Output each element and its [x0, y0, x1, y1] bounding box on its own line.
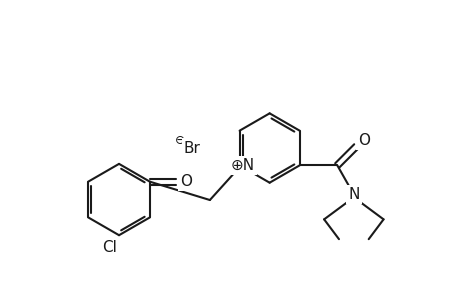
Text: N: N	[347, 187, 359, 202]
Text: O: O	[357, 133, 369, 148]
Text: ⊕N: ⊕N	[230, 158, 254, 173]
Text: ⊖: ⊖	[175, 134, 185, 147]
Text: Br: Br	[184, 140, 200, 155]
Text: O: O	[180, 174, 192, 189]
Text: Cl: Cl	[101, 240, 116, 255]
